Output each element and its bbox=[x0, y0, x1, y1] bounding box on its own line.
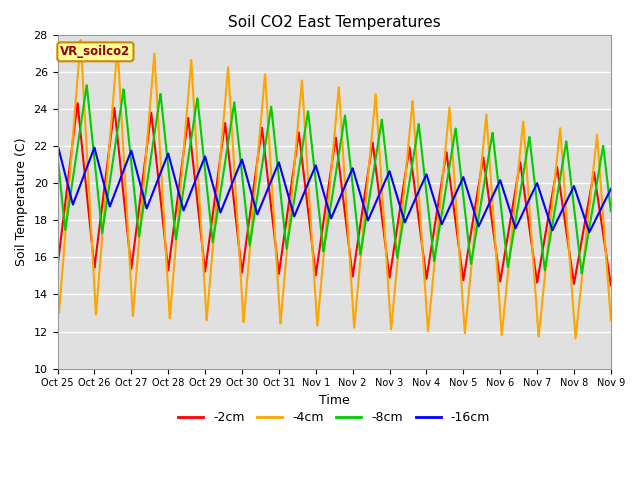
Y-axis label: Soil Temperature (C): Soil Temperature (C) bbox=[15, 138, 28, 266]
Title: Soil CO2 East Temperatures: Soil CO2 East Temperatures bbox=[228, 15, 440, 30]
Legend: -2cm, -4cm, -8cm, -16cm: -2cm, -4cm, -8cm, -16cm bbox=[173, 406, 495, 429]
X-axis label: Time: Time bbox=[319, 394, 349, 407]
Text: VR_soilco2: VR_soilco2 bbox=[60, 45, 131, 59]
